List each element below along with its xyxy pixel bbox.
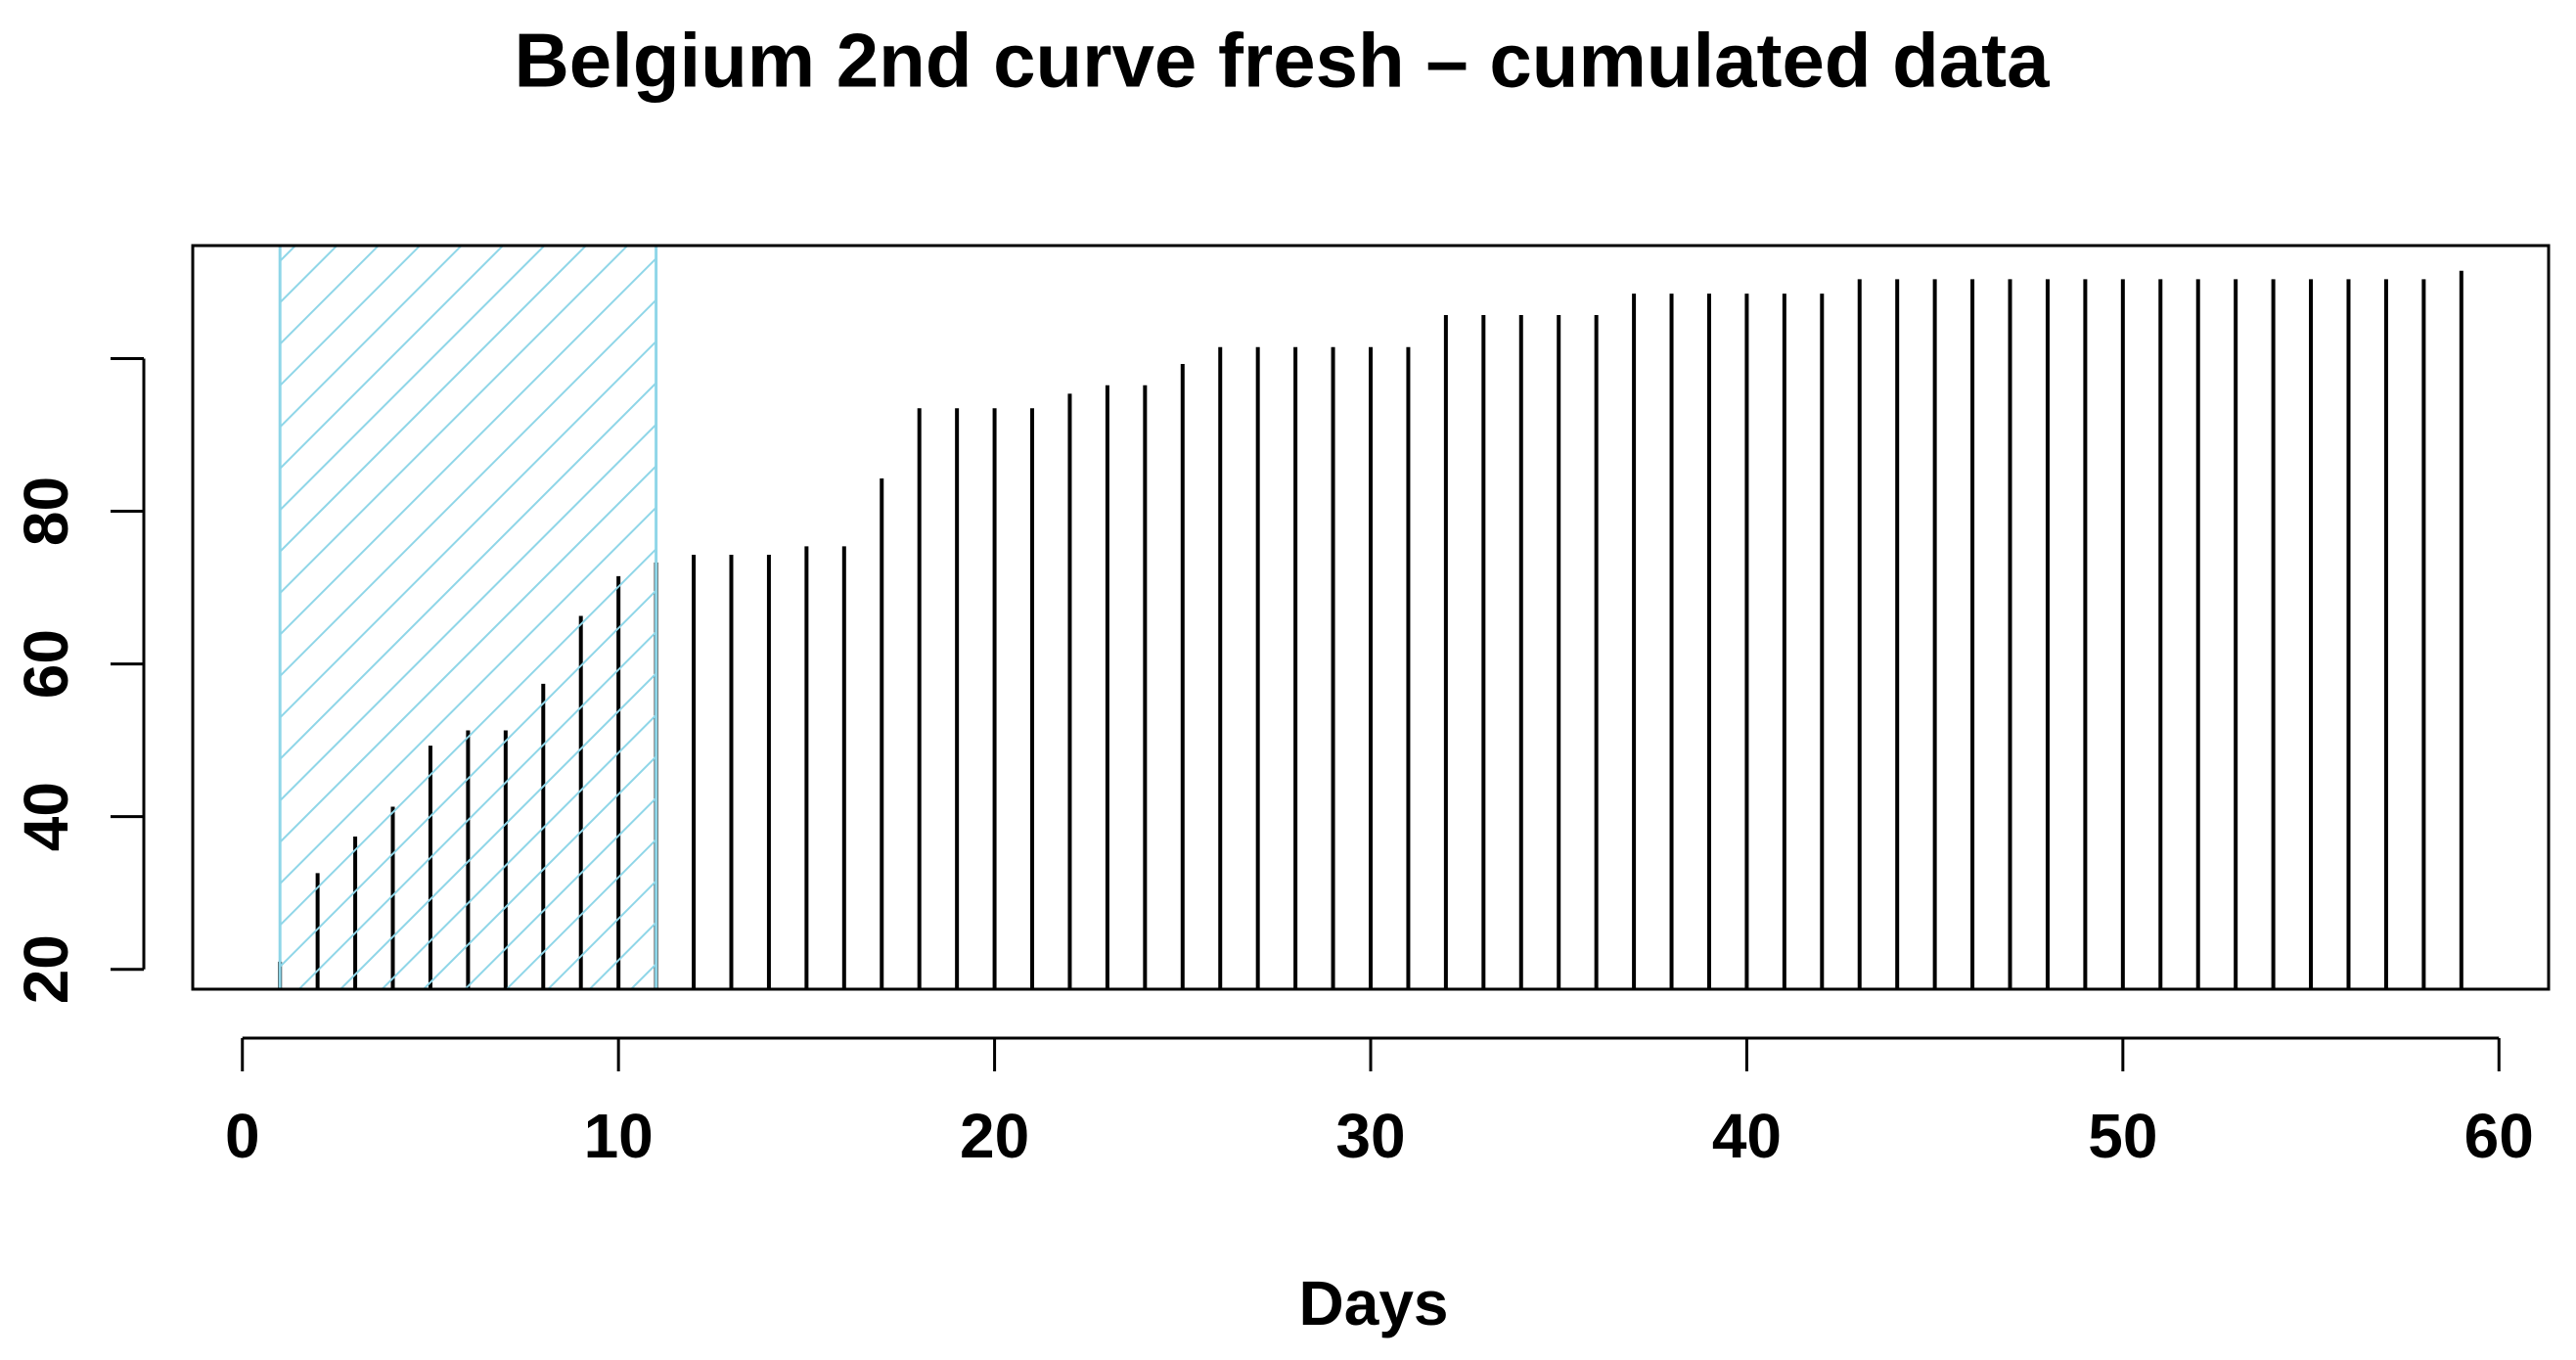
y-tick-label: 40	[11, 782, 81, 851]
y-tick-label: 60	[11, 629, 81, 699]
x-tick-label: 10	[584, 1101, 654, 1171]
x-tick-label: 0	[225, 1101, 260, 1171]
plot-frame	[191, 244, 2551, 991]
y-tick-label: 80	[11, 476, 81, 546]
highlight-region	[278, 244, 658, 991]
chart-title: Belgium 2nd curve fresh – cumulated data	[514, 18, 2050, 104]
x-tick-label: 30	[1335, 1101, 1405, 1171]
x-tick-label: 60	[2464, 1101, 2534, 1171]
x-tick-label: 20	[960, 1101, 1029, 1171]
x-tick-label: 40	[1712, 1101, 1782, 1171]
x-axis-label: Days	[1299, 1268, 1449, 1338]
y-tick-label: 20	[11, 934, 81, 1004]
x-tick-label: 50	[2088, 1101, 2157, 1171]
